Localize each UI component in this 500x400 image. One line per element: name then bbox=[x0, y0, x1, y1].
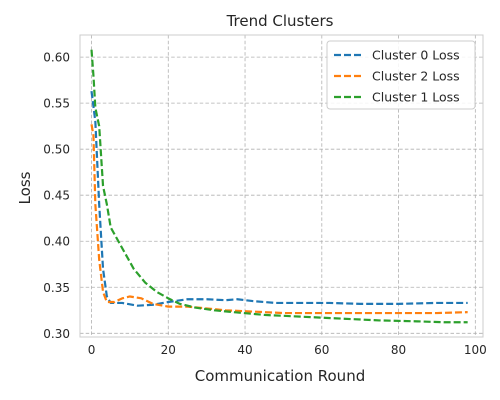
series-line-0 bbox=[90, 91, 468, 307]
tick-labels: 0 20 40 60 80 100 0.30 0.35 0.40 0.45 0.50 0.55 0.60 bbox=[43, 51, 486, 357]
x-tick-label: 60 bbox=[314, 343, 329, 357]
legend-label-1: Cluster 2 Loss bbox=[372, 69, 460, 84]
x-tick-label: 40 bbox=[237, 343, 252, 357]
series-line-1 bbox=[90, 124, 468, 315]
x-axis-label: Communication Round bbox=[195, 367, 365, 385]
legend-box bbox=[326, 40, 476, 110]
y-axis-label: Loss bbox=[16, 171, 34, 204]
series-group bbox=[90, 49, 468, 324]
y-tick-label: 0.60 bbox=[43, 51, 70, 65]
series-line-2 bbox=[90, 49, 468, 324]
plot-frame bbox=[79, 34, 484, 338]
y-tick-label: 0.50 bbox=[43, 143, 70, 157]
y-tick-label: 0.45 bbox=[43, 189, 70, 203]
x-tick-label: 20 bbox=[161, 343, 176, 357]
y-tick-label: 0.40 bbox=[43, 235, 70, 249]
grid bbox=[80, 35, 483, 337]
chart-title: Trend Clusters bbox=[226, 12, 334, 30]
y-tick-label: 0.35 bbox=[43, 281, 70, 295]
legend-label-0: Cluster 0 Loss bbox=[372, 48, 460, 63]
x-tick-label: 80 bbox=[391, 343, 406, 357]
legend-label-2: Cluster 1 Loss bbox=[372, 90, 460, 105]
y-tick-label: 0.55 bbox=[43, 97, 70, 111]
legend: Cluster 0 Loss Cluster 2 Loss Cluster 1 Lo… bbox=[326, 40, 476, 110]
y-tick-label: 0.30 bbox=[43, 327, 70, 341]
x-tick-label: 100 bbox=[464, 343, 487, 357]
x-tick-label: 0 bbox=[88, 343, 96, 357]
